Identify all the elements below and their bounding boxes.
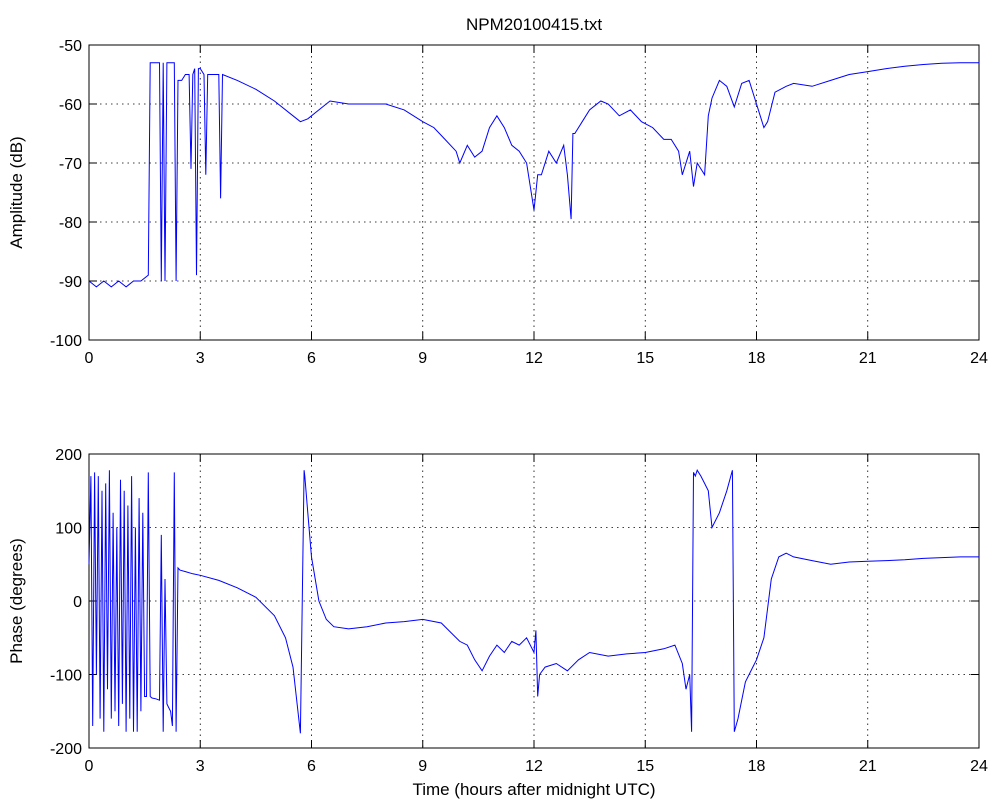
amplitude-x-tick-labels: 0 3 6 9 12 15 18 21 24: [85, 350, 988, 367]
phase-x-tick-label: 15: [636, 758, 654, 775]
amplitude-axes: NPM20100415.txt 0 3 6 9 12 15 18 21 24 -…: [7, 15, 988, 367]
phase-x-tick-label: 6: [307, 758, 316, 775]
amplitude-y-tick-label: -100: [50, 333, 82, 350]
amplitude-y-tick-label: -80: [59, 215, 82, 232]
phase-y-tick-label: 100: [55, 521, 82, 538]
phase-y-tick-labels: 200 100 0 -100 -200: [50, 447, 82, 758]
phase-y-tick-label: 200: [55, 447, 82, 464]
amplitude-y-tick-label: -60: [59, 97, 82, 114]
chart-title: NPM20100415.txt: [466, 15, 602, 34]
amplitude-x-tick-label: 12: [525, 350, 543, 367]
amplitude-y-tick-label: -70: [59, 156, 82, 173]
phase-x-tick-labels: 0 3 6 9 12 15 18 21 24: [85, 758, 988, 775]
amplitude-x-tick-label: 18: [748, 350, 766, 367]
amplitude-x-tick-label: 21: [859, 350, 877, 367]
phase-x-tick-label: 12: [525, 758, 543, 775]
amplitude-x-tick-label: 24: [970, 350, 988, 367]
amplitude-x-tick-label: 9: [418, 350, 427, 367]
phase-x-tick-label: 21: [859, 758, 877, 775]
amplitude-y-tick-label: -50: [59, 38, 82, 55]
amplitude-x-tick-label: 15: [636, 350, 654, 367]
x-axis-label: Time (hours after midnight UTC): [412, 780, 655, 799]
amplitude-y-tick-label: -90: [59, 274, 82, 291]
phase-y-tick-label: -100: [50, 668, 82, 685]
phase-x-tick-label: 24: [970, 758, 988, 775]
amplitude-x-tick-label: 0: [85, 350, 94, 367]
phase-x-tick-label: 18: [748, 758, 766, 775]
amplitude-x-tick-label: 3: [196, 350, 205, 367]
phase-axes: 0 3 6 9 12 15 18 21 24 200 100 0 -100 -2…: [7, 447, 988, 799]
amplitude-series-line: [88, 62, 979, 288]
phase-series-line: [88, 469, 979, 734]
phase-y-tick-label: 0: [73, 594, 82, 611]
phase-x-tick-label: 0: [85, 758, 94, 775]
phase-y-tick-label: -200: [50, 741, 82, 758]
amplitude-ticks: [88, 44, 980, 341]
amplitude-x-tick-label: 6: [307, 350, 316, 367]
phase-x-tick-label: 9: [418, 758, 427, 775]
phase-y-axis-label: Phase (degrees): [7, 538, 26, 664]
phase-x-tick-label: 3: [196, 758, 205, 775]
amplitude-y-tick-labels: -50 -60 -70 -80 -90 -100: [50, 38, 82, 350]
amplitude-y-axis-label: Amplitude (dB): [7, 136, 26, 248]
